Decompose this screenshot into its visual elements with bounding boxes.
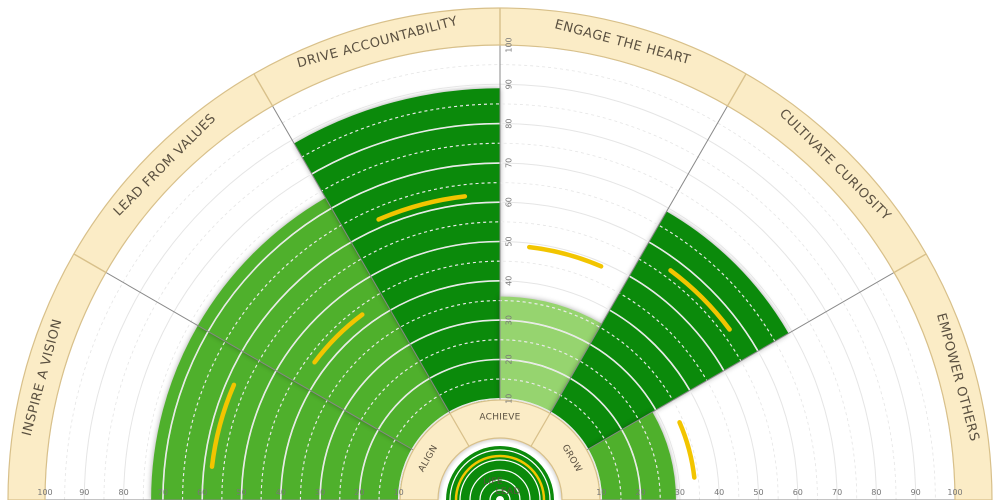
- tick-label: 30: [675, 488, 685, 497]
- tick-label: 100: [947, 488, 962, 497]
- tick-label: 80: [119, 488, 129, 497]
- tick-label: 20: [354, 488, 364, 497]
- tick-label: 60: [793, 488, 803, 497]
- tick-label: 50: [505, 236, 514, 246]
- group-label: ACHIEVE: [479, 413, 520, 423]
- grid-ring-overlay: [64, 64, 936, 500]
- tick-label: 60: [197, 488, 207, 497]
- marker-cultivate-curiosity: [668, 268, 732, 332]
- label-band: [7, 7, 993, 500]
- hub-divider: [530, 413, 551, 447]
- tick-label: 40: [276, 488, 286, 497]
- hub-marker: [454, 454, 546, 500]
- tick-label: 30: [505, 315, 514, 325]
- marker-lead-from-values: [312, 312, 365, 365]
- hub-ring: [449, 449, 551, 500]
- sector-divider: [73, 253, 414, 451]
- tick-label: 40: [505, 276, 514, 286]
- tick-label: 20: [636, 488, 646, 497]
- tick-label: 40: [714, 488, 724, 497]
- tick-label: 10: [394, 488, 404, 497]
- tick-label: 10: [596, 488, 606, 497]
- tick-label: 70: [158, 488, 168, 497]
- tick-label: 50: [236, 488, 246, 497]
- band-divider: [893, 253, 927, 274]
- band-divider: [726, 73, 747, 107]
- hub-ring: [469, 469, 531, 500]
- marker-engage-the-heart: [527, 244, 604, 269]
- hub-divider: [449, 413, 470, 447]
- band-divider: [73, 253, 107, 274]
- tick-label: 90: [79, 488, 89, 497]
- hub-label: LIFE: [483, 477, 503, 487]
- sector-divider: [586, 253, 927, 451]
- tick-label: 80: [871, 488, 881, 497]
- band-divider: [253, 73, 274, 107]
- tick-label: 100: [505, 37, 514, 52]
- marker-drive-accountability: [376, 194, 468, 222]
- tick-label: 30: [315, 488, 325, 497]
- tick-label: 90: [505, 79, 514, 89]
- marker-empower-others: [677, 420, 697, 480]
- hub-label: LEAD: [496, 487, 521, 497]
- tick-label: 90: [911, 488, 921, 497]
- tick-label: 80: [505, 119, 514, 129]
- wedge-cultivate-curiosity: [531, 211, 789, 470]
- wedge-lead-from-values: [197, 197, 469, 469]
- wedge-drive-accountability: [294, 88, 500, 447]
- tick-label: 70: [832, 488, 842, 497]
- tick-label: 10: [505, 394, 514, 404]
- tick-label: 60: [505, 197, 514, 207]
- marker-inspire-a-vision: [209, 382, 237, 469]
- hub-band: [399, 399, 601, 500]
- grid-ring-overlay: [339, 339, 661, 500]
- sector-divider: [253, 73, 451, 414]
- tick-label: 70: [505, 158, 514, 168]
- hub-ring: [459, 459, 541, 500]
- tick-label: 50: [753, 488, 763, 497]
- sector-divider: [549, 73, 747, 414]
- hub-ring: [489, 489, 511, 500]
- tick-label: 100: [37, 488, 52, 497]
- tick-label: 20: [505, 354, 514, 364]
- grid-ring-overlay: [260, 260, 740, 500]
- hub-ring: [479, 479, 521, 500]
